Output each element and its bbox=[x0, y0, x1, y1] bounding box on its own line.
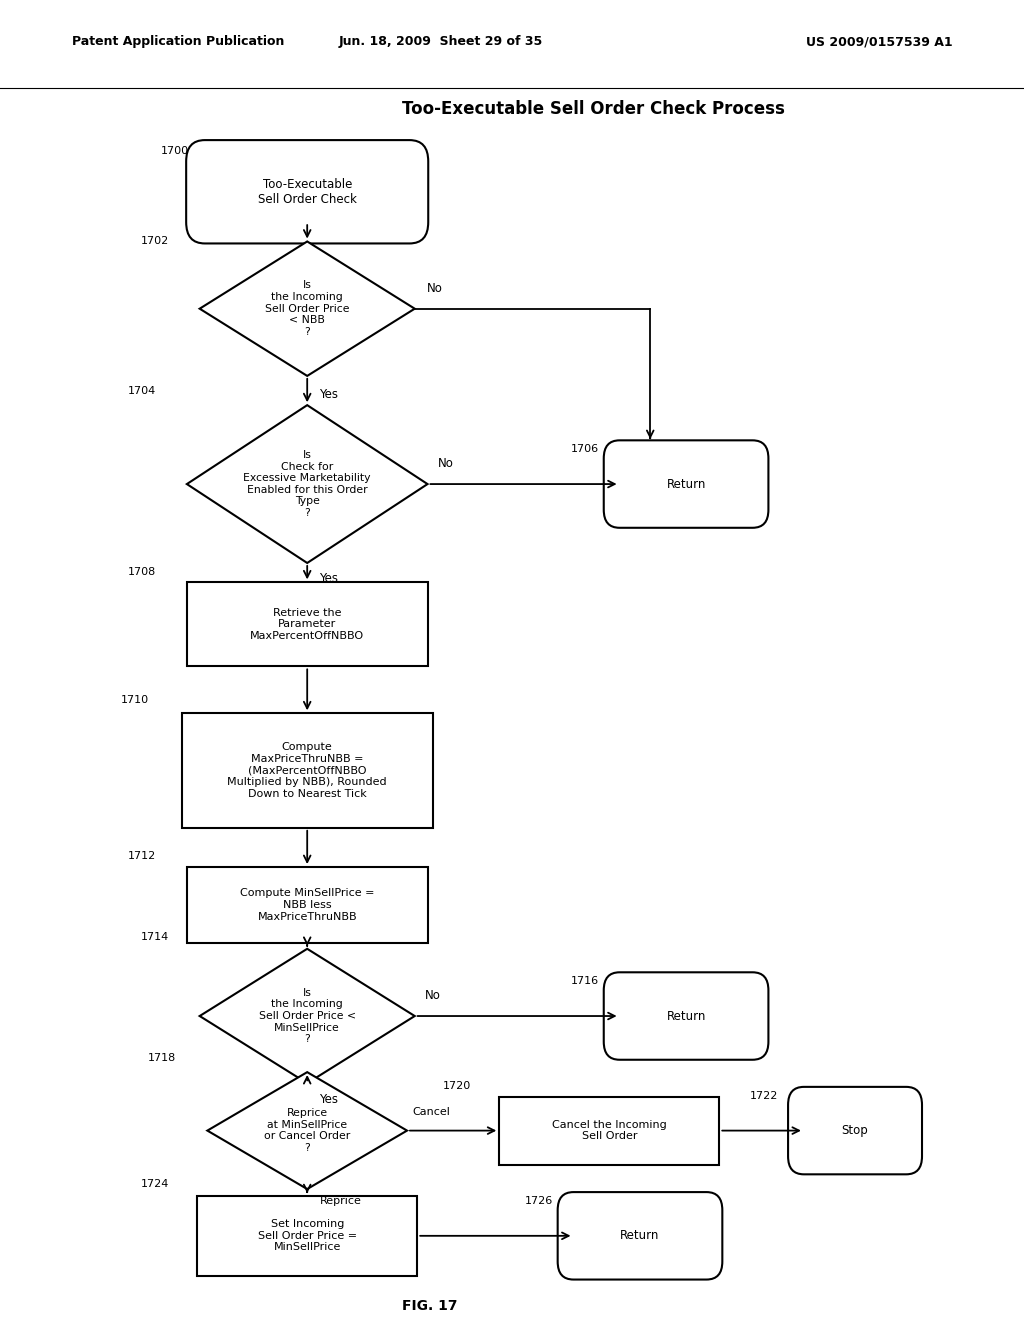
Text: Return: Return bbox=[667, 478, 706, 491]
Text: FIG. 17: FIG. 17 bbox=[402, 1299, 458, 1313]
Text: Is
Check for
Excessive Marketability
Enabled for this Order
Type
?: Is Check for Excessive Marketability Ena… bbox=[244, 450, 371, 517]
Polygon shape bbox=[200, 949, 415, 1084]
Text: 1714: 1714 bbox=[140, 932, 169, 941]
Bar bbox=[500, 1097, 719, 1164]
Text: Reprice
at MinSellPrice
or Cancel Order
?: Reprice at MinSellPrice or Cancel Order … bbox=[264, 1109, 350, 1152]
Polygon shape bbox=[186, 405, 428, 562]
Polygon shape bbox=[207, 1072, 407, 1189]
Text: 1724: 1724 bbox=[140, 1179, 169, 1189]
Text: 1716: 1716 bbox=[571, 975, 599, 986]
Text: Is
the Incoming
Sell Order Price
< NBB
?: Is the Incoming Sell Order Price < NBB ? bbox=[265, 280, 349, 337]
Polygon shape bbox=[200, 242, 415, 376]
Text: Compute MinSellPrice =
NBB less
MaxPriceThruNBB: Compute MinSellPrice = NBB less MaxPrice… bbox=[240, 888, 375, 921]
Text: Return: Return bbox=[667, 1010, 706, 1023]
FancyBboxPatch shape bbox=[558, 1192, 722, 1279]
Text: Reprice: Reprice bbox=[319, 1196, 361, 1206]
Text: Too-Executable Sell Order Check Process: Too-Executable Sell Order Check Process bbox=[402, 100, 785, 117]
Text: Patent Application Publication: Patent Application Publication bbox=[72, 36, 284, 48]
Text: 1708: 1708 bbox=[127, 566, 156, 577]
Text: 1700: 1700 bbox=[162, 145, 189, 156]
Text: 1710: 1710 bbox=[121, 696, 148, 705]
Text: Retrieve the
Parameter
MaxPercentOffNBBO: Retrieve the Parameter MaxPercentOffNBBO bbox=[250, 607, 365, 642]
Text: Cancel the Incoming
Sell Order: Cancel the Incoming Sell Order bbox=[552, 1119, 667, 1142]
Text: 1704: 1704 bbox=[127, 385, 156, 396]
Text: Jun. 18, 2009  Sheet 29 of 35: Jun. 18, 2009 Sheet 29 of 35 bbox=[338, 36, 543, 48]
Bar bbox=[186, 867, 428, 942]
Bar bbox=[186, 582, 428, 667]
Text: 1718: 1718 bbox=[147, 1053, 176, 1063]
Text: No: No bbox=[438, 457, 454, 470]
FancyBboxPatch shape bbox=[186, 140, 428, 243]
Text: US 2009/0157539 A1: US 2009/0157539 A1 bbox=[806, 36, 952, 48]
FancyBboxPatch shape bbox=[788, 1086, 922, 1175]
Text: Set Incoming
Sell Order Price =
MinSellPrice: Set Incoming Sell Order Price = MinSellP… bbox=[258, 1220, 356, 1253]
Text: Too-Executable
Sell Order Check: Too-Executable Sell Order Check bbox=[258, 178, 356, 206]
Text: 1722: 1722 bbox=[750, 1090, 778, 1101]
Text: Compute
MaxPriceThruNBB =
(MaxPercentOffNBBO
Multiplied by NBB), Rounded
Down to: Compute MaxPriceThruNBB = (MaxPercentOff… bbox=[227, 742, 387, 799]
Bar bbox=[182, 713, 432, 828]
FancyBboxPatch shape bbox=[604, 441, 768, 528]
Text: Cancel: Cancel bbox=[412, 1106, 450, 1117]
Text: Yes: Yes bbox=[319, 1093, 339, 1106]
Text: 1702: 1702 bbox=[140, 236, 169, 246]
FancyBboxPatch shape bbox=[604, 973, 768, 1060]
Text: No: No bbox=[425, 989, 441, 1002]
Text: 1712: 1712 bbox=[127, 851, 156, 861]
Text: 1720: 1720 bbox=[442, 1081, 471, 1092]
Text: Yes: Yes bbox=[319, 573, 339, 585]
Text: Is
the Incoming
Sell Order Price <
MinSellPrice
?: Is the Incoming Sell Order Price < MinSe… bbox=[259, 987, 355, 1044]
Text: Return: Return bbox=[621, 1229, 659, 1242]
Text: Yes: Yes bbox=[319, 388, 339, 400]
Text: 1726: 1726 bbox=[524, 1196, 553, 1205]
Bar bbox=[197, 1196, 418, 1275]
Text: 1706: 1706 bbox=[571, 444, 599, 454]
Text: No: No bbox=[427, 281, 443, 294]
Text: Stop: Stop bbox=[842, 1125, 868, 1137]
